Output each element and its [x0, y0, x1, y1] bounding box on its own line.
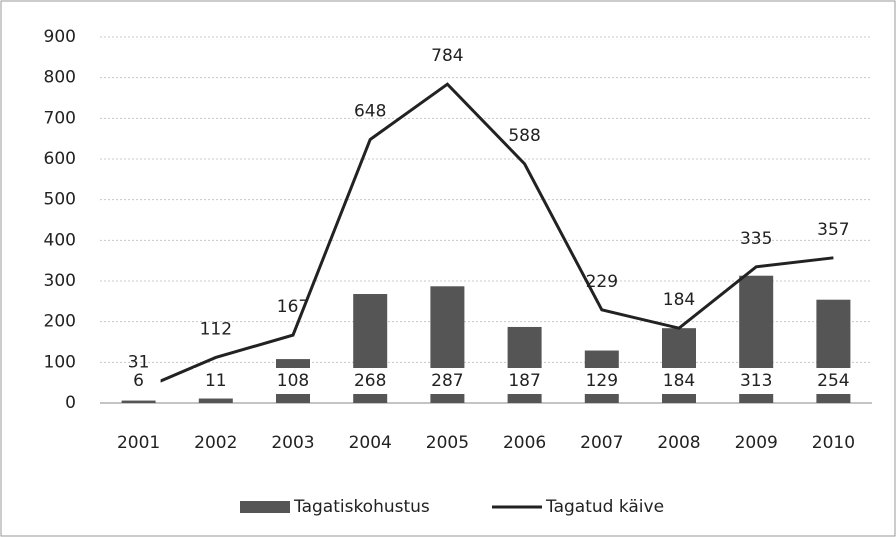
data-label-bg [811, 368, 856, 394]
y-tick-label: 0 [65, 393, 76, 413]
data-label: 129 [586, 371, 618, 391]
legend-label: Tagatud käive [545, 497, 664, 517]
data-label: 254 [817, 371, 849, 391]
legend-label: Tagatiskohustus [293, 497, 430, 517]
legend-swatch [240, 501, 290, 513]
y-tick-label: 100 [44, 352, 76, 372]
x-tick-label: 2009 [735, 433, 778, 453]
y-tick-label: 600 [44, 149, 76, 169]
y-tick-label: 800 [44, 68, 76, 88]
data-label: 313 [740, 371, 772, 391]
data-label-bg [657, 368, 701, 394]
data-label: 31 [128, 352, 150, 372]
data-label: 167 [277, 297, 309, 317]
data-label-bg [271, 368, 315, 394]
x-tick-label: 2007 [580, 433, 623, 453]
data-label-bg [425, 368, 470, 394]
bar [198, 398, 233, 403]
x-tick-label: 2005 [426, 433, 469, 453]
data-label: 108 [277, 371, 309, 391]
y-tick-label: 200 [44, 312, 76, 332]
data-label-bg [579, 368, 624, 394]
y-tick-label: 400 [44, 230, 76, 250]
data-label-bg [348, 368, 393, 394]
data-label-bg [502, 368, 547, 394]
data-label: 184 [663, 371, 695, 391]
line [138, 82, 834, 392]
x-tick-label: 2002 [194, 433, 237, 453]
data-label: 335 [740, 229, 772, 249]
x-tick-label: 2003 [271, 433, 314, 453]
x-tick-label: 2008 [657, 433, 700, 453]
y-tick-label: 700 [44, 108, 76, 128]
data-label: 784 [431, 46, 463, 66]
x-tick-label: 2004 [349, 433, 392, 453]
y-tick-label: 300 [44, 271, 76, 291]
data-label: 287 [431, 371, 463, 391]
data-label: 112 [200, 319, 232, 339]
data-label: 357 [817, 220, 849, 240]
data-label: 268 [354, 371, 386, 391]
data-label: 648 [354, 101, 386, 121]
data-label: 588 [508, 126, 540, 146]
bar [121, 400, 156, 403]
data-label: 11 [205, 371, 227, 391]
data-label: 6 [133, 371, 144, 391]
data-label-bg [116, 368, 161, 394]
data-label: 187 [508, 371, 540, 391]
data-label: 229 [586, 272, 618, 292]
x-tick-label: 2001 [117, 433, 160, 453]
x-tick-label: 2006 [503, 433, 546, 453]
data-label-bg [193, 368, 238, 394]
y-tick-label: 900 [44, 27, 76, 47]
y-tick-label: 500 [44, 190, 76, 210]
data-label-bg [734, 368, 779, 394]
data-label: 184 [663, 290, 695, 310]
x-tick-label: 2010 [812, 433, 855, 453]
